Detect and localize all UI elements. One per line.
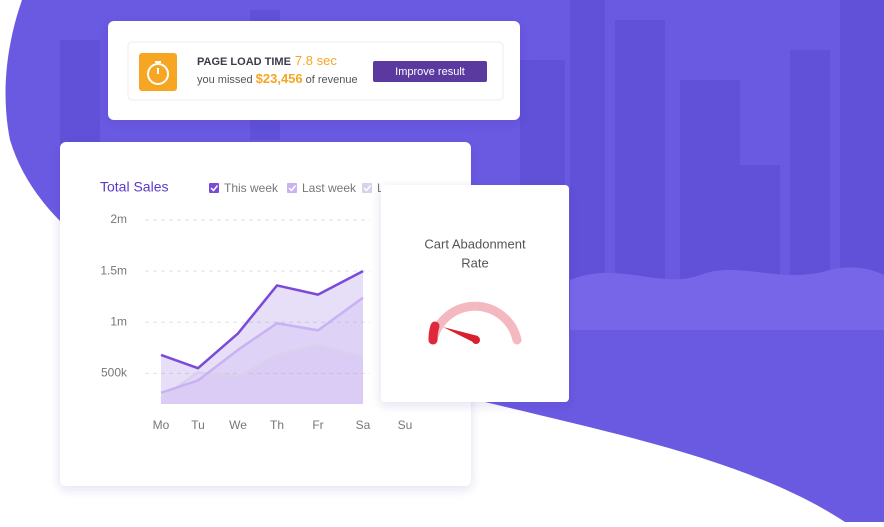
clouds (570, 267, 884, 330)
amount: $23,456 (256, 71, 303, 86)
x-tick-label: Su (398, 418, 413, 432)
x-tick-label: We (229, 418, 247, 432)
legend-check (210, 185, 219, 192)
gauge-card: Cart Abadonment Rate (381, 185, 569, 402)
legend-label: This week (224, 181, 279, 195)
gauge-needle (443, 327, 478, 343)
chart-card (60, 142, 471, 486)
text: you missed (197, 74, 253, 86)
y-tick-label: 2m (110, 212, 127, 226)
legend-swatch (209, 183, 219, 193)
series-line (160, 343, 364, 400)
legend-swatch (287, 183, 297, 193)
card (381, 185, 569, 402)
load-time: 7.8 sec (295, 53, 337, 68)
legend-label: L (377, 181, 384, 195)
series-line (160, 270, 364, 370)
gauge-level (428, 321, 440, 345)
legend-label: Last week (302, 181, 357, 195)
x-tick-label: Mo (153, 418, 170, 432)
legend-swatch (362, 183, 372, 193)
series-line (160, 296, 364, 394)
improve-button[interactable] (373, 61, 487, 82)
text: of revenue (306, 74, 358, 86)
y-tick-label: 500k (101, 366, 128, 380)
label: PAGE LOAD TIME (197, 56, 291, 68)
y-tick-label: 1.5m (100, 263, 127, 277)
x-tick-label: Sa (356, 418, 371, 432)
gauge-pivot (472, 336, 480, 344)
legend-check (288, 185, 297, 192)
banner-card: PAGE LOAD TIME 7.8 sec you missed $23,456 o… (108, 21, 520, 120)
chart-title: Total Sales (100, 179, 168, 195)
load-label: PAGE LOAD TIME 7.8 sec (197, 53, 337, 68)
series-area (161, 297, 363, 404)
timer-hand (155, 61, 161, 74)
y-tick-label: 1m (110, 314, 127, 328)
series-area (161, 345, 363, 404)
missed-line: you missed $23,456 of revenue (197, 71, 358, 86)
gauge-title: Cart Abadonment (424, 236, 526, 251)
button-label[interactable]: Improve result (395, 66, 465, 78)
timer-face (147, 63, 169, 85)
x-tick-label: Th (270, 418, 284, 432)
gauge-title: Rate (461, 255, 488, 270)
x-tick-label: Tu (191, 418, 205, 432)
x-tick-label: Fr (312, 418, 323, 432)
plot: 500k 1m 1.5m 2m Mo Tu We Th Fr Sa Su This week Last … (100, 181, 412, 432)
inner-box (127, 41, 504, 101)
legend-check (363, 185, 372, 192)
